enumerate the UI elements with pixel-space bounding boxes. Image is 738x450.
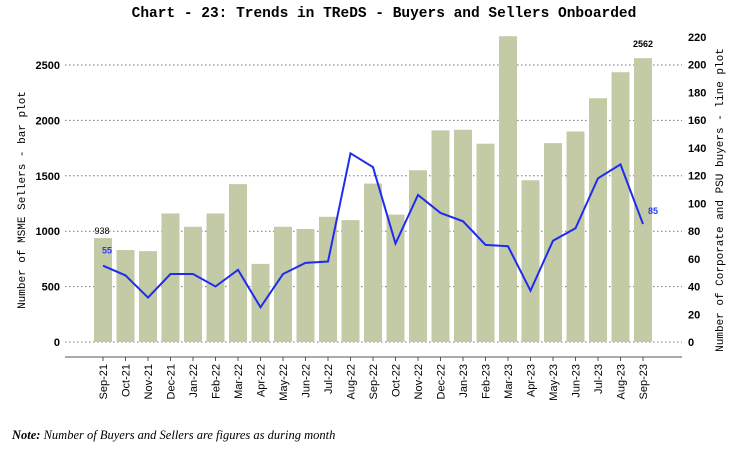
bar-Sep-23 xyxy=(634,58,652,342)
y-right-tick-label: 40 xyxy=(688,282,700,294)
y-right-tick-label: 60 xyxy=(688,254,700,266)
y-right-tick-label: 20 xyxy=(688,309,700,321)
bar-Feb-22 xyxy=(206,213,225,342)
bar-series xyxy=(94,36,652,343)
y-left-tick-label: 500 xyxy=(42,282,60,294)
x-tick-label: Oct-21 xyxy=(121,364,133,397)
bar-Jan-23 xyxy=(454,129,472,342)
x-tick-label: Feb-22 xyxy=(211,364,223,399)
x-tick-label: Oct-22 xyxy=(391,364,403,397)
x-tick-label: Feb-23 xyxy=(481,364,493,399)
y-left-tick-label: 1500 xyxy=(36,171,60,183)
x-tick-label: Apr-22 xyxy=(256,364,268,397)
bar-Aug-22 xyxy=(341,220,360,342)
bar-Aug-23 xyxy=(611,72,630,343)
bar-Dec-22 xyxy=(431,130,450,342)
bar-Apr-23 xyxy=(521,180,540,342)
x-tick-label: Sep-22 xyxy=(368,364,380,399)
y-right-tick-label: 180 xyxy=(688,87,706,99)
bar-data-label-first: 938 xyxy=(94,226,109,236)
bar-Jul-23 xyxy=(589,98,607,343)
note-text: Number of Buyers and Sellers are figures… xyxy=(40,428,336,442)
bar-Oct-21 xyxy=(116,250,135,342)
x-tick-label: Jun-22 xyxy=(301,364,313,398)
x-tick-label: Sep-21 xyxy=(98,364,110,399)
bar-Jan-22 xyxy=(184,226,202,342)
x-tick-label: Dec-22 xyxy=(436,364,448,399)
y-axis-left-label: Number of MSME Sellers - bar plot xyxy=(17,91,29,309)
bar-Nov-22 xyxy=(409,170,427,342)
bar-Apr-22 xyxy=(251,263,270,342)
y-right-tick-label: 220 xyxy=(688,32,706,44)
bar-Dec-21 xyxy=(161,213,180,342)
x-tick-label: Nov-21 xyxy=(143,364,155,399)
y-right-tick-label: 80 xyxy=(688,226,700,238)
line-data-label-last: 85 xyxy=(648,206,658,216)
bar-Jun-23 xyxy=(566,131,585,342)
bar-Jul-22 xyxy=(319,216,337,342)
bar-May-22 xyxy=(274,226,292,342)
x-tick-label: Dec-21 xyxy=(166,364,178,399)
y-right-tick-label: 200 xyxy=(688,60,706,72)
x-tick-label: Sep-23 xyxy=(638,364,650,399)
footnote: Note: Number of Buyers and Sellers are f… xyxy=(12,428,335,443)
line-data-label-first: 55 xyxy=(102,246,112,256)
bar-Feb-23 xyxy=(476,143,495,342)
y-left-tick-label: 2000 xyxy=(36,115,60,127)
x-tick-label: Jan-23 xyxy=(458,364,470,398)
bar-Oct-22 xyxy=(386,214,405,342)
bar-Mar-23 xyxy=(499,36,517,342)
y-left-tick-label: 0 xyxy=(54,337,60,349)
bar-Jun-22 xyxy=(296,228,315,342)
y-right-tick-label: 140 xyxy=(688,143,706,155)
x-tick-label: Jul-22 xyxy=(323,364,335,394)
bar-Sep-21 xyxy=(94,238,112,342)
chart-title: Chart - 23: Trends in TReDS - Buyers and… xyxy=(132,6,637,22)
x-tick-label: Jul-23 xyxy=(593,364,605,394)
x-tick-label: Jan-22 xyxy=(188,364,200,398)
note-prefix: Note: xyxy=(12,428,41,442)
x-tick-label: Mar-22 xyxy=(233,364,245,399)
bar-data-label-last: 2562 xyxy=(633,39,653,49)
y-left-tick-label: 2500 xyxy=(36,60,60,72)
bar-Mar-22 xyxy=(229,184,247,342)
bar-Sep-22 xyxy=(364,183,382,342)
y-left-tick-label: 1000 xyxy=(36,226,60,238)
x-tick-label: Mar-23 xyxy=(503,364,515,399)
y-right-tick-label: 120 xyxy=(688,171,706,183)
y-right-tick-label: 160 xyxy=(688,115,706,127)
line-series xyxy=(102,151,644,310)
y-axis-right-label: Number of Corporate and PSU buyers - lin… xyxy=(715,48,727,352)
y-right-tick-label: 0 xyxy=(688,337,694,349)
chart: Chart - 23: Trends in TReDS - Buyers and… xyxy=(17,6,727,401)
x-tick-label: Nov-22 xyxy=(413,364,425,399)
x-tick-label: Apr-23 xyxy=(526,364,538,397)
x-tick-label: May-22 xyxy=(278,364,290,401)
x-tick-label: Jun-23 xyxy=(571,364,583,398)
x-tick-label: Aug-23 xyxy=(616,364,628,399)
x-tick-label: May-23 xyxy=(548,364,560,401)
y-right-tick-label: 100 xyxy=(688,198,706,210)
x-tick-label: Aug-22 xyxy=(346,364,358,399)
axes: 0 500 1000 1500 2000 2500 0 20 40 60 80 100 120 140 16… xyxy=(36,32,707,401)
